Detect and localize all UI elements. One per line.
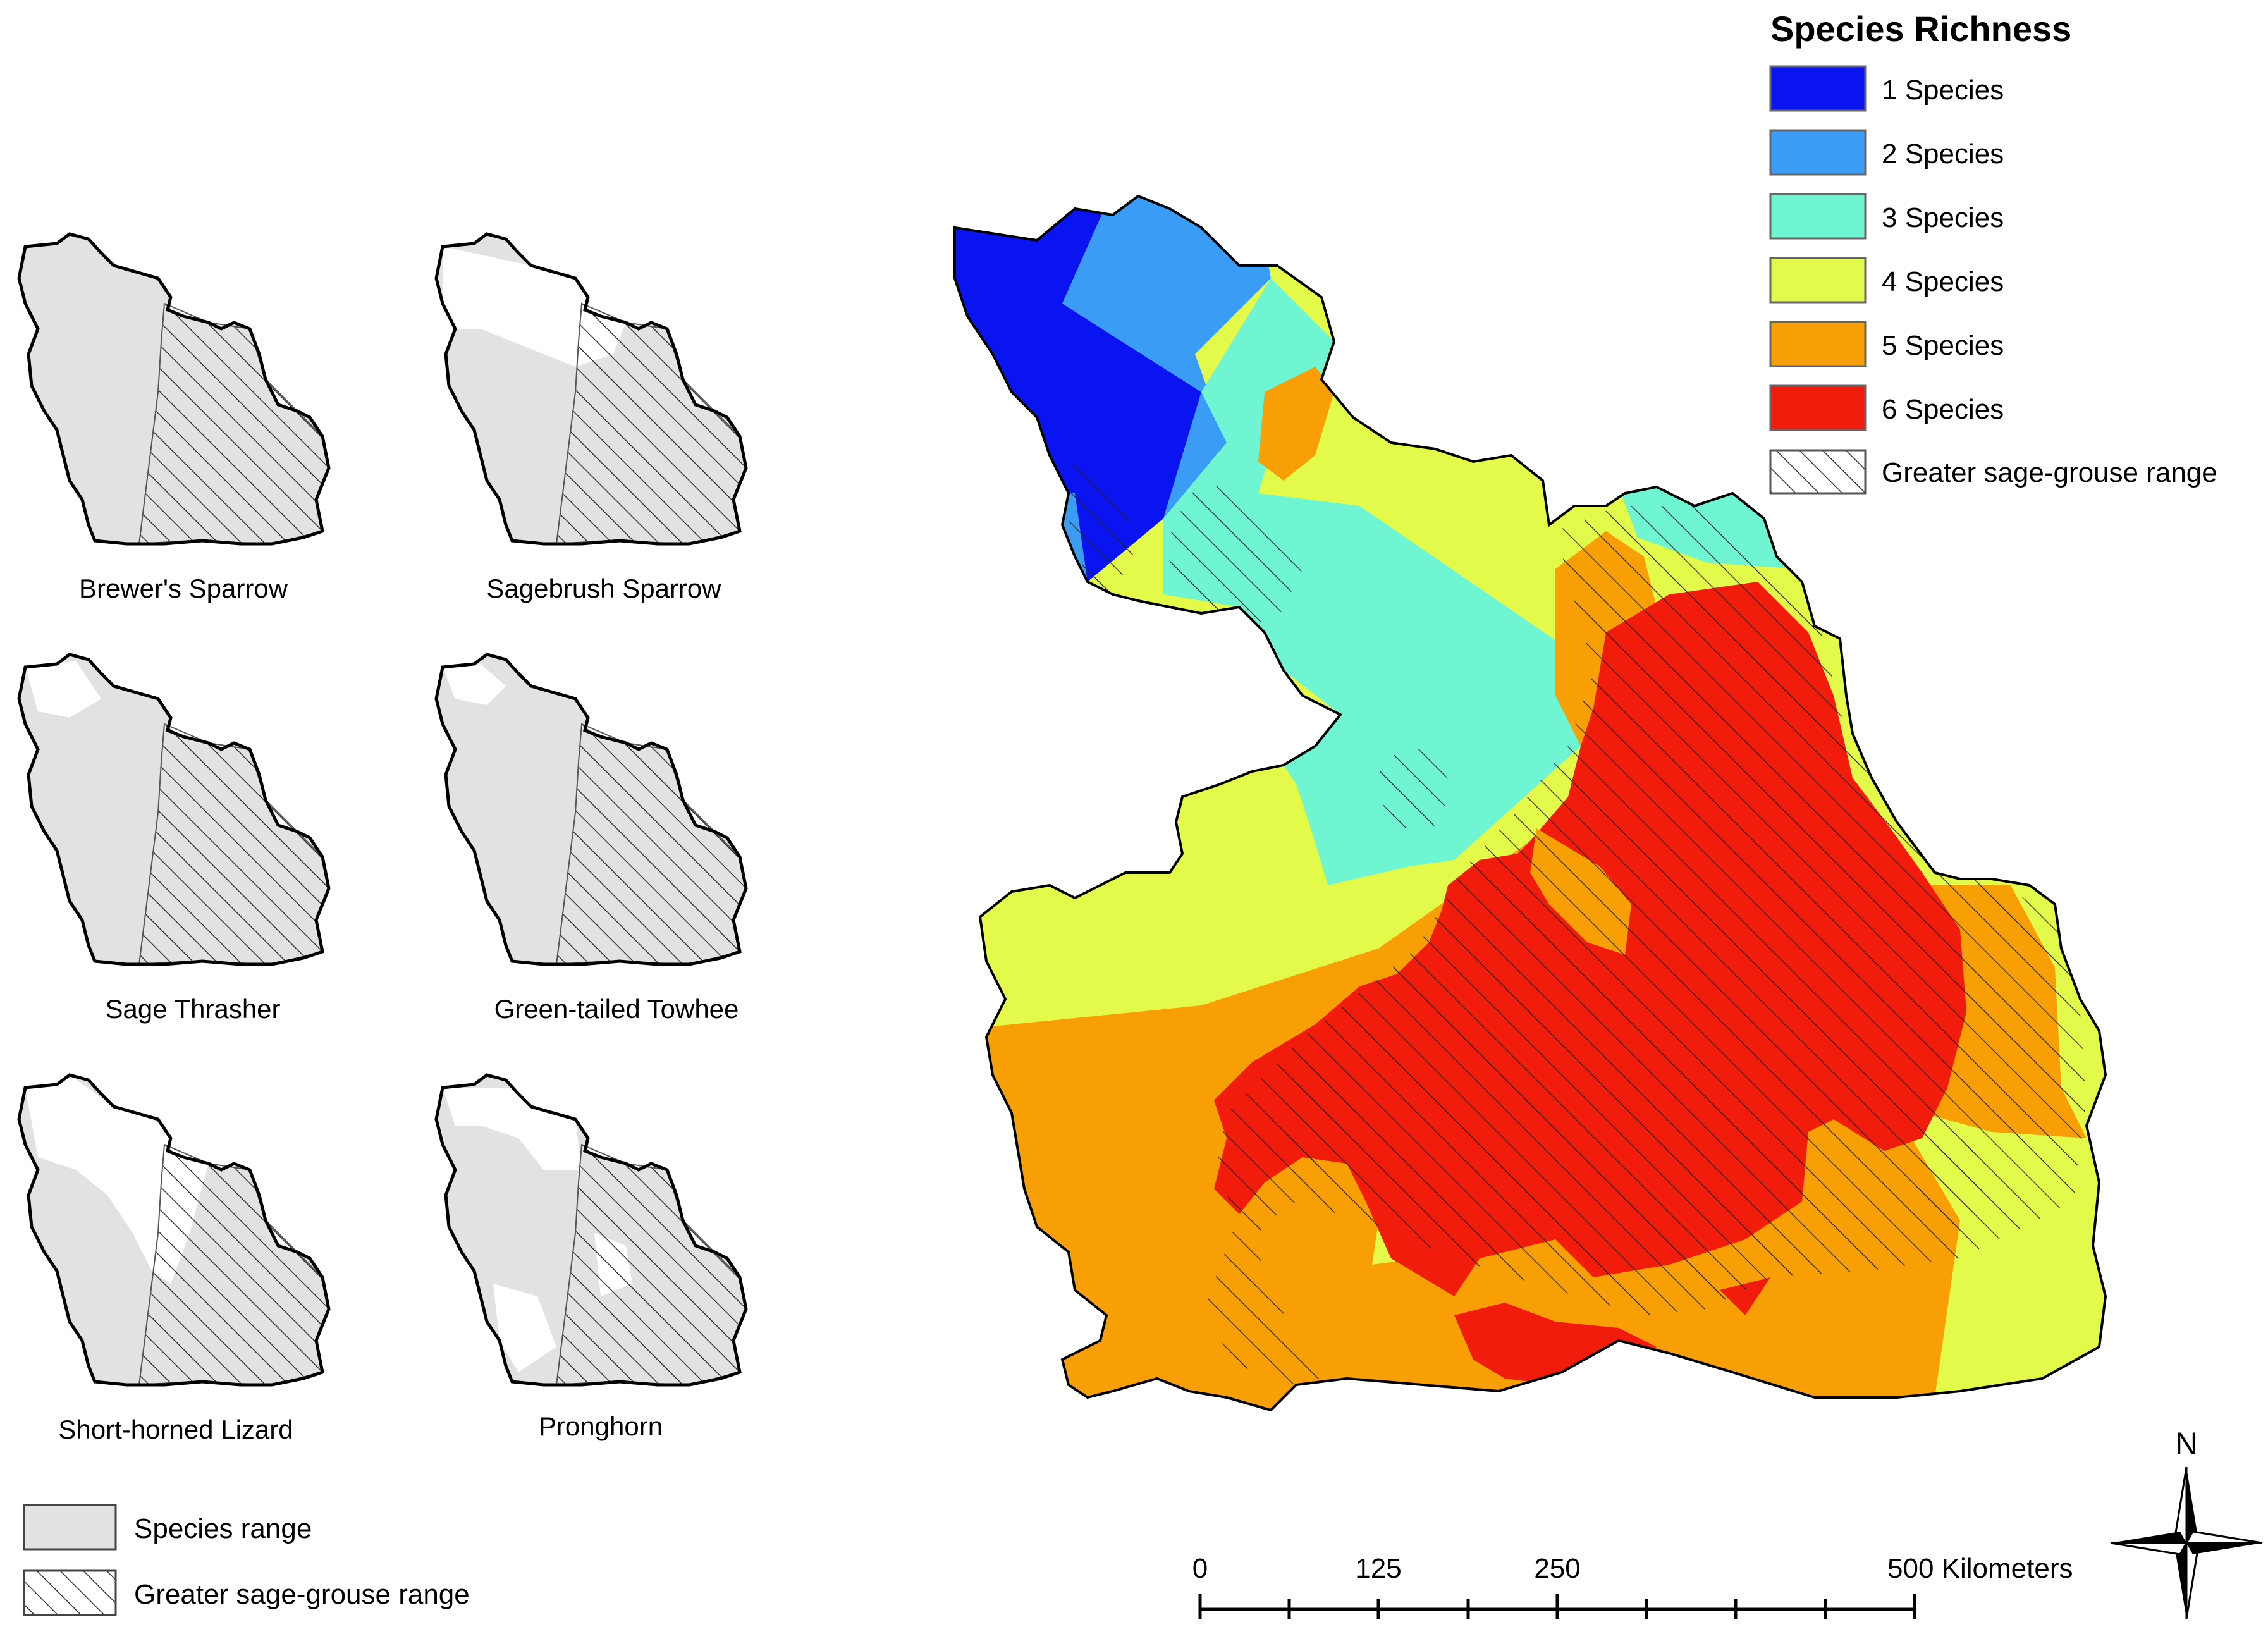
scale-tick-500: 500 Kilometers xyxy=(1887,1553,2073,1584)
legend-label-1: 1 Species xyxy=(1882,75,2004,106)
legend-label-5: 5 Species xyxy=(1882,330,2004,361)
legend-hatch-label: Greater sage-grouse range xyxy=(1882,457,2217,488)
small-hatch-label: Greater sage-grouse range xyxy=(134,1579,470,1610)
small-legend: Species range Greater sage-grouse range xyxy=(23,1504,470,1616)
species-panel xyxy=(434,653,748,966)
species-panel xyxy=(17,232,331,546)
legend-swatch-4 xyxy=(1769,257,1867,304)
panel-label: Green-tailed Towhee xyxy=(494,994,739,1024)
species-range-label: Species range xyxy=(134,1513,312,1544)
north-label: N xyxy=(2175,1426,2198,1461)
sage-grouse-range-overlay xyxy=(1069,443,2087,1385)
small-hatch-swatch xyxy=(23,1570,117,1616)
zone-2-species xyxy=(1062,196,1271,519)
species-panel xyxy=(434,1073,748,1387)
species-panels: Brewer's Sparrow Sagebrush Sparrow Sage Th… xyxy=(17,232,748,1444)
region-outline xyxy=(953,194,2107,1412)
richness-legend: Species Richness 1 Species 2 Species 3 Spe… xyxy=(1769,9,2217,494)
panel-label: Short-horned Lizard xyxy=(58,1415,293,1444)
legend-label-6: 6 Species xyxy=(1882,394,2004,425)
scale-tick-250: 250 xyxy=(1534,1553,1580,1584)
north-arrow: N xyxy=(2110,1426,2263,1619)
legend-label-3: 3 Species xyxy=(1882,202,2004,233)
species-range-swatch xyxy=(23,1504,117,1551)
species-panel xyxy=(17,653,331,966)
species-panel xyxy=(434,232,748,546)
legend-swatch-1 xyxy=(1769,65,1867,112)
panel-label: Sage Thrasher xyxy=(105,994,280,1024)
panel-label: Pronghorn xyxy=(539,1411,663,1441)
legend-hatch-swatch xyxy=(1769,449,1867,494)
legend-swatch-5 xyxy=(1769,321,1867,367)
legend-label-2: 2 Species xyxy=(1882,138,2004,169)
legend-swatch-2 xyxy=(1769,129,1867,176)
scale-bar: 0 125 250 500 Kilometers xyxy=(1192,1553,2073,1619)
legend-swatch-3 xyxy=(1769,193,1867,240)
panel-label: Brewer's Sparrow xyxy=(79,574,288,603)
panel-label: Sagebrush Sparrow xyxy=(486,574,721,603)
scale-tick-0: 0 xyxy=(1192,1553,1208,1584)
legend-title: Species Richness xyxy=(1770,9,2071,49)
legend-swatch-6 xyxy=(1769,384,1867,431)
legend-label-4: 4 Species xyxy=(1882,266,2004,297)
scale-tick-125: 125 xyxy=(1355,1553,1401,1584)
species-panel xyxy=(17,1073,331,1387)
